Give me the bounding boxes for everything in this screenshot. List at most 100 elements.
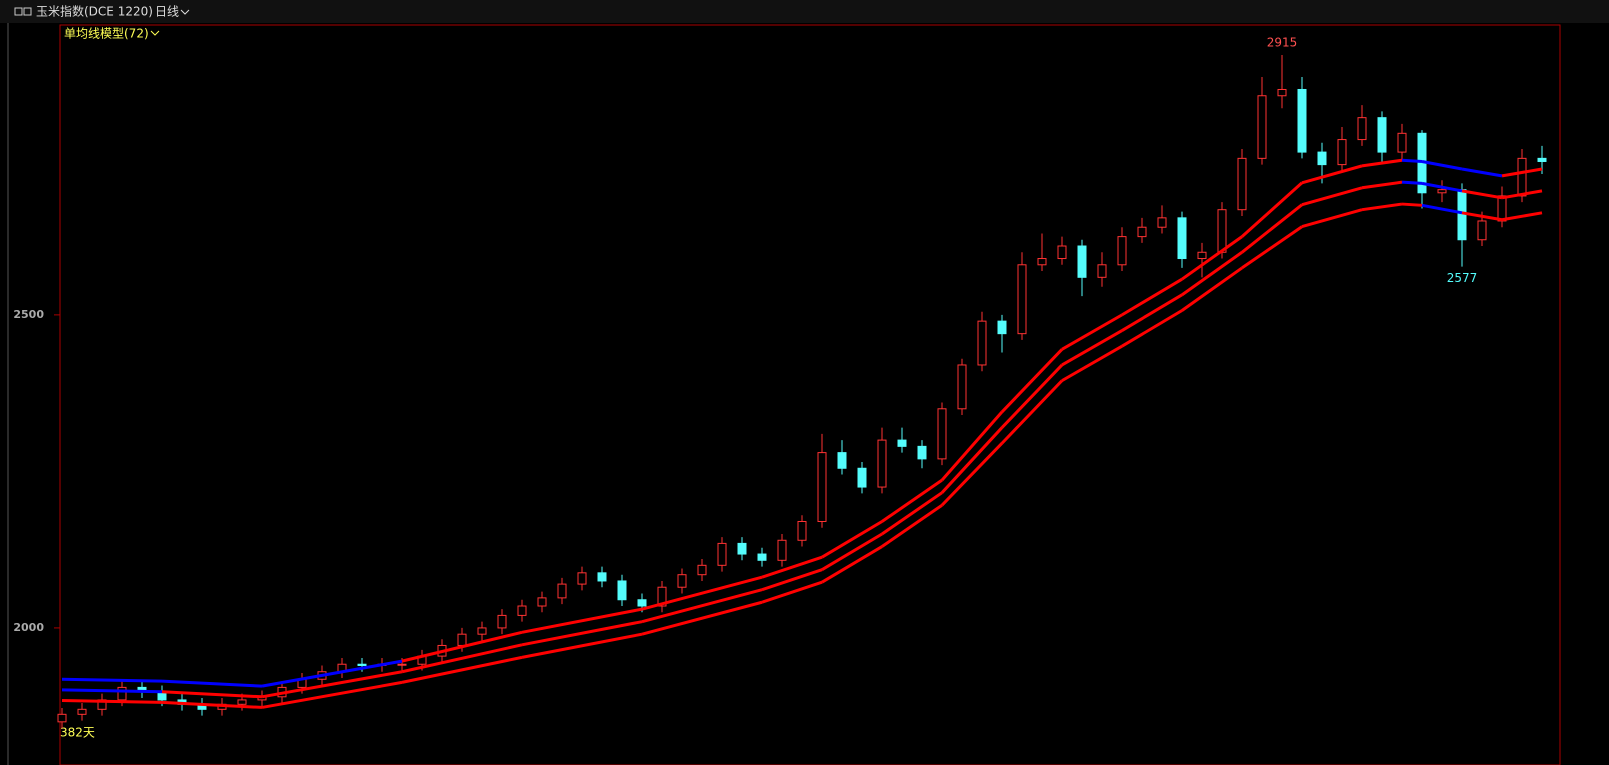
- band-line: [940, 426, 1004, 494]
- candle-body: [757, 553, 767, 561]
- band-line: [761, 580, 823, 604]
- candle-body: [1437, 189, 1447, 194]
- period[interactable]: 日线: [155, 5, 179, 19]
- symbol[interactable]: 玉米指数(DCE 1220): [36, 4, 153, 19]
- band-line: [761, 568, 823, 592]
- band-line: [161, 700, 263, 709]
- band-line: [1301, 208, 1363, 229]
- band-line: [821, 532, 883, 571]
- candle-body: [1157, 217, 1167, 228]
- band-line: [821, 545, 883, 584]
- candle-body: [1237, 157, 1247, 211]
- band-line: [401, 655, 523, 684]
- band-line: [1000, 379, 1064, 445]
- candle-body: [957, 364, 967, 410]
- band-line: [1121, 277, 1183, 317]
- band-line: [641, 575, 763, 611]
- candle-body: [1397, 132, 1407, 153]
- band-line: [940, 410, 1004, 482]
- band-line: [1421, 181, 1463, 193]
- icon: [14, 7, 23, 16]
- candle-body: [1217, 209, 1227, 253]
- candle-body: [1337, 139, 1347, 166]
- dropdown-arrow: [180, 9, 190, 15]
- band-line: [1241, 203, 1303, 254]
- high-label: 2915: [1267, 36, 1298, 50]
- candle-body: [457, 633, 467, 646]
- band-line: [1061, 313, 1123, 351]
- candle-body: [997, 320, 1007, 335]
- band-line: [521, 632, 643, 659]
- band-line: [521, 607, 643, 634]
- band-line: [61, 699, 163, 704]
- band-line: [1401, 180, 1423, 185]
- band-line: [881, 478, 943, 523]
- band-line: [1501, 211, 1543, 222]
- candle-body: [597, 572, 607, 582]
- band-line: [1401, 158, 1423, 163]
- band-line: [261, 680, 403, 709]
- band-line: [401, 643, 523, 674]
- band-line: [821, 520, 883, 559]
- band-line: [161, 690, 263, 699]
- low-label: 2577: [1447, 271, 1478, 285]
- dropdown-arrow: [150, 30, 160, 36]
- candle-body: [877, 439, 887, 488]
- candle-body: [577, 572, 587, 585]
- days-label: 382天: [60, 726, 95, 740]
- y-tick-label: 2500: [13, 308, 44, 321]
- candle-body: [717, 542, 727, 566]
- candle-body: [1277, 88, 1287, 97]
- candle-body: [1017, 264, 1027, 335]
- indicator[interactable]: 单均线模型(72): [64, 27, 149, 41]
- candle-body: [557, 583, 567, 599]
- band-line: [1421, 160, 1463, 171]
- band-line: [261, 659, 403, 688]
- band-line: [1121, 309, 1183, 348]
- candle-body: [497, 614, 507, 629]
- candle-body: [237, 699, 247, 705]
- band-line: [1241, 225, 1303, 270]
- plot-frame: [59, 24, 1561, 765]
- band-line: [1301, 186, 1363, 207]
- candle-body: [1137, 226, 1147, 238]
- band-line: [61, 688, 163, 694]
- band-line: [1301, 164, 1363, 185]
- candle-body: [1057, 245, 1067, 260]
- band-line: [641, 588, 763, 624]
- candle-body: [857, 467, 867, 488]
- candle-body: [1097, 264, 1107, 278]
- candle-body: [537, 597, 547, 607]
- band-line: [1000, 363, 1064, 429]
- band-line: [1361, 158, 1403, 168]
- candle-body: [1297, 88, 1307, 153]
- band-line: [1061, 329, 1123, 367]
- candle-body: [357, 663, 367, 666]
- candle-body: [1197, 251, 1207, 260]
- band-line: [940, 442, 1004, 507]
- candle-body: [817, 452, 827, 522]
- band-line: [1061, 344, 1123, 382]
- icon: [23, 7, 32, 16]
- candle-body: [57, 713, 67, 723]
- band-line: [881, 503, 943, 548]
- candle-body: [1037, 258, 1047, 266]
- candle-body: [677, 574, 687, 588]
- band-line: [1121, 293, 1183, 332]
- candle-body: [1077, 245, 1087, 278]
- candle-body: [777, 539, 787, 561]
- band-line: [1401, 202, 1423, 207]
- candle-body: [837, 452, 847, 469]
- band-line: [1181, 266, 1243, 312]
- candle-body: [657, 586, 667, 607]
- candle-body: [477, 627, 487, 635]
- band-line: [261, 670, 403, 699]
- band-line: [1501, 167, 1543, 178]
- candle-body: [617, 580, 627, 601]
- band-line: [1461, 167, 1503, 178]
- band-line: [1361, 202, 1403, 212]
- candle-body: [77, 708, 87, 715]
